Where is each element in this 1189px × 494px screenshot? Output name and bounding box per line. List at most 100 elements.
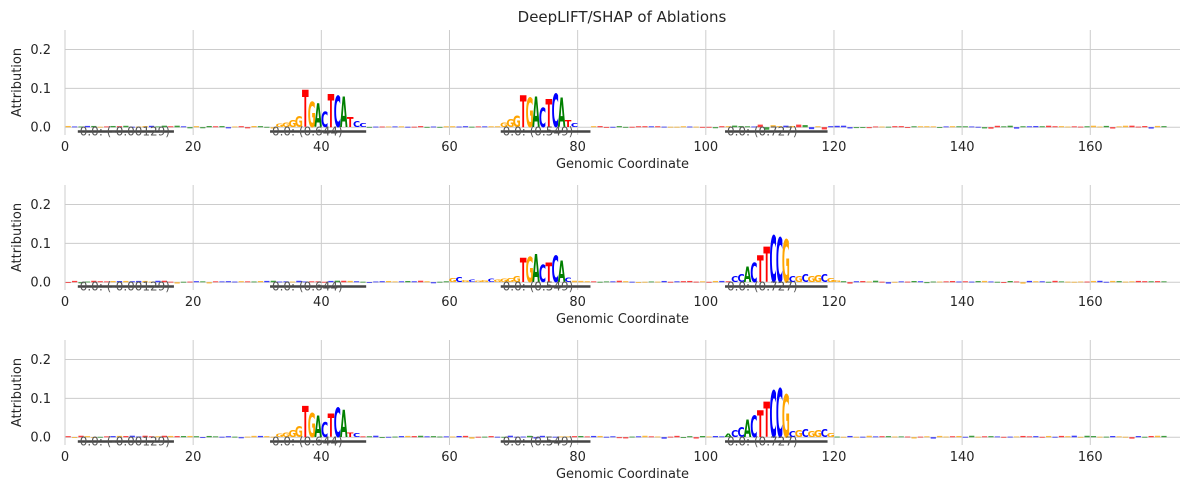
logo-bar-a	[911, 281, 917, 283]
x-tick-label: 40	[313, 140, 330, 155]
logo-bar-c	[674, 281, 680, 283]
logo-bar-c	[129, 435, 135, 438]
logo-letter-c: C	[552, 249, 559, 291]
x-tick-label: 0	[61, 140, 69, 155]
y-axis-label: Attribution	[10, 48, 25, 117]
logo-letter-c: C	[821, 274, 828, 285]
logo-bar-a	[206, 126, 212, 128]
x-tick-label: 60	[441, 140, 458, 155]
logo-bar-a	[1142, 436, 1148, 438]
logo-bar-c	[353, 281, 360, 283]
logo-bar-g	[187, 435, 193, 438]
logo-bar-t	[360, 436, 366, 438]
logo-bar-a	[264, 126, 270, 128]
logo-letter-t: T	[763, 239, 770, 294]
logo-bar-c	[969, 281, 975, 283]
logo-bar-a	[334, 280, 340, 283]
logo-bar-a	[1161, 281, 1167, 283]
panel-3: 0 20 40 60 80 100 120 140 160 0.0 0.1 0.2 Genomic Co…	[10, 340, 1180, 482]
logo-letter-t: T	[545, 257, 552, 289]
logo-bar-c	[302, 281, 308, 283]
logo-bar-t	[418, 126, 424, 128]
logo-bar-t	[488, 436, 494, 438]
logo-bar-c	[456, 126, 462, 128]
logo-bar-c	[661, 280, 667, 283]
logo-bar-t	[341, 280, 347, 283]
logo-bar-g	[232, 126, 238, 128]
logo-bar-c	[520, 436, 526, 438]
logo-bar-g	[251, 435, 257, 438]
logo-bar-t	[462, 435, 469, 438]
logo-bar-c	[1026, 280, 1033, 283]
logo-bar-c	[392, 126, 398, 128]
logo-bar-g	[1046, 435, 1052, 438]
logo-bar-t	[962, 281, 968, 283]
logo-bar-g	[1065, 126, 1071, 128]
logo-bar-t	[616, 437, 622, 439]
annotation-label: 0.0: (0.644)	[272, 125, 343, 139]
logo-bar-c	[533, 437, 539, 439]
logo-bar-t	[693, 281, 699, 283]
logo-bar-a	[732, 125, 738, 128]
logo-bar-g	[1122, 281, 1129, 283]
logo-letter-a: A	[558, 257, 566, 291]
logo-bar-a	[78, 282, 84, 284]
logo-bar-g	[494, 126, 501, 128]
logo-bar-t	[917, 436, 924, 438]
logo-bar-c	[386, 436, 392, 438]
logo-bar-t	[635, 126, 642, 128]
logo-bar-c	[398, 436, 405, 438]
logo-bar-t	[1046, 125, 1052, 128]
logo-bar-c	[719, 280, 725, 283]
logo-bar-t	[725, 281, 731, 283]
logo-bar-t	[988, 127, 994, 129]
logo-bar-g	[981, 280, 988, 283]
logo-letter-t: T	[302, 80, 309, 140]
logo-bar-t	[642, 126, 648, 128]
logo-bar-a	[802, 125, 808, 128]
logo-bar-a	[392, 436, 398, 438]
logo-bar-c	[430, 282, 437, 284]
logo-bar-c	[994, 436, 1000, 438]
logo-bar-t	[629, 126, 635, 128]
logo-bar-a	[174, 125, 180, 128]
logo-bar-a	[193, 436, 199, 438]
logo-bar-g	[1122, 125, 1129, 128]
logo-letter-g: G	[289, 119, 297, 130]
logo-bar-a	[1039, 126, 1045, 128]
logo-letter-a: A	[314, 97, 322, 135]
logo-letter-t: T	[302, 399, 309, 449]
logo-bar-t	[1078, 126, 1084, 128]
logo-bar-t	[418, 280, 424, 283]
logo-bar-t	[116, 126, 123, 128]
logo-bar-g	[1090, 280, 1097, 283]
logo-bar-g	[571, 280, 578, 283]
annotation-label: 0.0: (0.549)	[503, 280, 574, 294]
logo-bar-c	[1097, 280, 1103, 283]
logo-bar-a	[212, 436, 219, 438]
logo-bar-c	[1033, 126, 1039, 128]
logo-bar-t	[1039, 436, 1045, 438]
logo-bar-c	[1103, 281, 1109, 283]
chart-title: DeepLIFT/SHAP of Ablations	[518, 8, 727, 26]
logo-bar-c	[373, 281, 379, 283]
logo-bar-a	[443, 281, 449, 283]
logo-bar-c	[1052, 436, 1058, 438]
logo-bar-c	[956, 281, 962, 283]
logo-bar-a	[200, 281, 206, 283]
logo-bar-t	[1129, 437, 1135, 439]
logo-bar-g	[116, 435, 123, 438]
x-tick-label: 60	[441, 295, 458, 310]
logo-letter-c: C	[334, 400, 341, 447]
logo-bar-g	[1154, 125, 1161, 128]
logo-bar-a	[469, 126, 475, 128]
logo-bar-t	[898, 126, 904, 128]
logo-bar-t	[1135, 280, 1141, 283]
x-tick-label: 140	[950, 450, 975, 465]
logo-letter-g: G	[814, 274, 822, 285]
logo-bar-g	[975, 436, 981, 438]
logo-bar-g	[1033, 281, 1039, 283]
logo-bar-g	[1110, 280, 1116, 283]
logo-bar-g	[559, 436, 565, 438]
